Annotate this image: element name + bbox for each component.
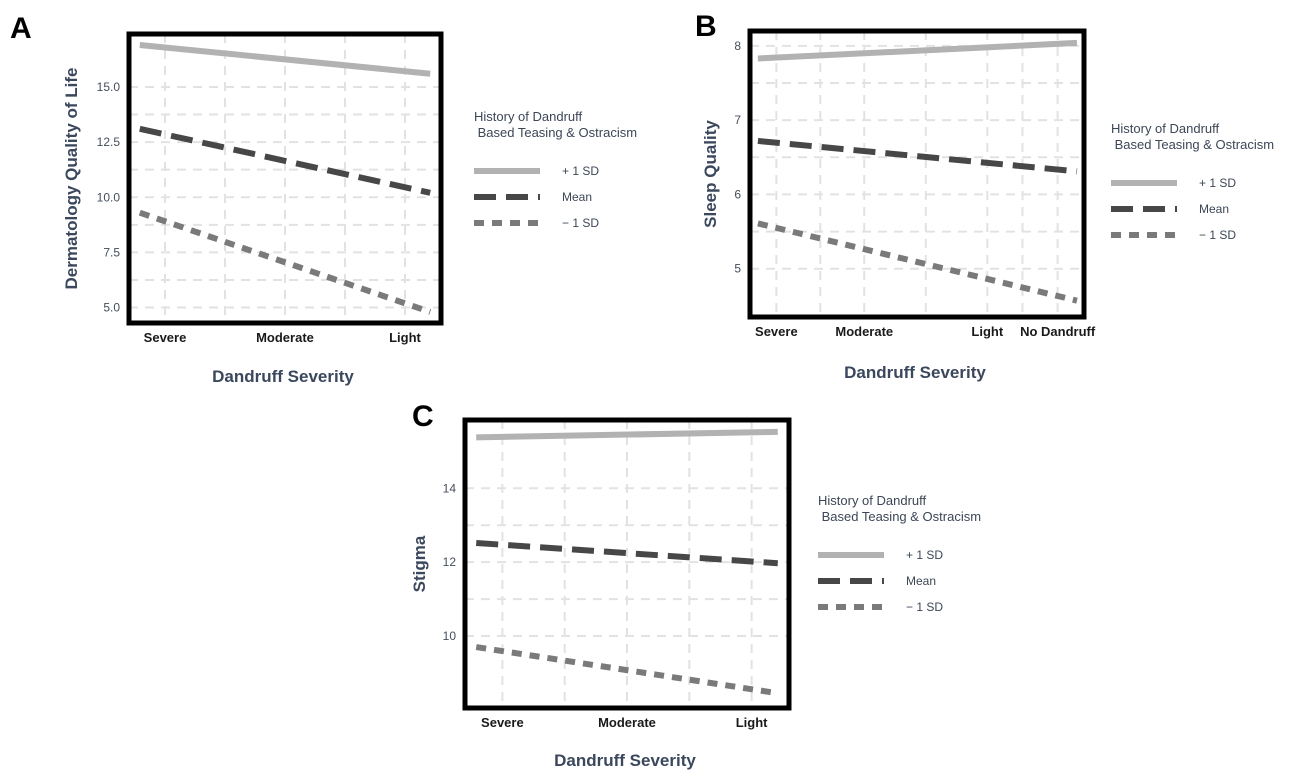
legend-b: History of Dandruff Based Teasing & Ostr… (1111, 121, 1274, 242)
panel-b: B 5 6 7 8 Severe Moderate Light No Dandruff Dandr… (695, 10, 1274, 382)
panel-letter-c: C (412, 400, 434, 433)
legend-label: − 1 SD (562, 216, 599, 230)
y-tick-label: 12 (443, 555, 457, 569)
x-axis-title-a: Dandruff Severity (212, 367, 354, 386)
legend-label: Mean (562, 190, 592, 204)
legend-title: Based Teasing & Ostracism (1111, 137, 1274, 152)
plot-frame-b (747, 28, 1087, 320)
y-tick-label: 8 (734, 39, 741, 53)
x-tick-label: Light (389, 330, 421, 345)
panel-letter-b: B (695, 10, 717, 43)
y-tick-label: 5 (734, 262, 741, 276)
legend-label: + 1 SD (1199, 176, 1236, 190)
x-tick-label: Light (971, 324, 1003, 339)
x-tick-label: Severe (144, 330, 187, 345)
x-tick-label: Light (736, 715, 768, 730)
series-line-long-dash (139, 125, 431, 196)
panel-letter-a: A (10, 12, 32, 45)
legend-label: − 1 SD (906, 600, 943, 614)
legend-a: History of Dandruff Based Teasing & Ostr… (474, 109, 637, 230)
series-line-solid (139, 42, 431, 77)
y-axis-title-c: Stigma (410, 535, 429, 592)
x-tick-label: Severe (481, 715, 524, 730)
plot-frame-c (462, 417, 792, 711)
panel-c: C 10 12 14 Severe Moderate Light Dandruff Sever… (410, 400, 981, 770)
plot-frame-a (126, 31, 444, 326)
y-tick-label: 10.0 (97, 190, 121, 204)
series-line-long-dash (757, 137, 1078, 175)
series-line-solid (476, 428, 778, 441)
x-axis-title-b: Dandruff Severity (844, 363, 986, 382)
legend-title: Based Teasing & Ostracism (818, 509, 981, 524)
y-tick-label: 15.0 (97, 80, 121, 94)
series-line-short-dash (138, 209, 432, 315)
x-tick-label: No Dandruff (1020, 324, 1096, 339)
legend-c: History of Dandruff Based Teasing & Ostr… (818, 493, 981, 614)
x-tick-label: Moderate (256, 330, 314, 345)
x-tick-label: Moderate (835, 324, 893, 339)
legend-label: Mean (906, 574, 936, 588)
series-line-solid (757, 39, 1078, 62)
x-tick-label: Severe (755, 324, 798, 339)
y-tick-label: 7.5 (103, 245, 120, 259)
legend-label: − 1 SD (1199, 228, 1236, 242)
x-tick-label: Moderate (598, 715, 656, 730)
y-tick-label: 12.5 (97, 135, 121, 149)
y-tick-label: 5.0 (103, 301, 120, 315)
y-axis-title-b: Sleep Quality (701, 120, 720, 228)
series-line-short-dash (757, 220, 1078, 304)
legend-title: History of Dandruff (818, 493, 927, 508)
legend-label: + 1 SD (906, 548, 943, 562)
grid-c (465, 420, 789, 708)
legend-title: History of Dandruff (474, 109, 583, 124)
grid-b (750, 31, 1084, 317)
series-line-short-dash (475, 644, 779, 697)
x-axis-title-c: Dandruff Severity (554, 751, 696, 770)
panel-a: A 5.0 7.5 10.0 12.5 15.0 Severe Moderate Light Da… (10, 12, 637, 386)
series-line-long-dash (476, 539, 778, 567)
y-tick-label: 6 (734, 187, 741, 201)
y-tick-label: 10 (443, 629, 457, 643)
legend-label: Mean (1199, 202, 1229, 216)
y-tick-label: 7 (734, 113, 741, 127)
y-axis-title-a: Dermatology Quality of Life (62, 68, 81, 290)
legend-label: + 1 SD (562, 164, 599, 178)
legend-title: Based Teasing & Ostracism (474, 125, 637, 140)
legend-title: History of Dandruff (1111, 121, 1220, 136)
grid-a (129, 34, 441, 323)
y-tick-label: 14 (443, 481, 457, 495)
